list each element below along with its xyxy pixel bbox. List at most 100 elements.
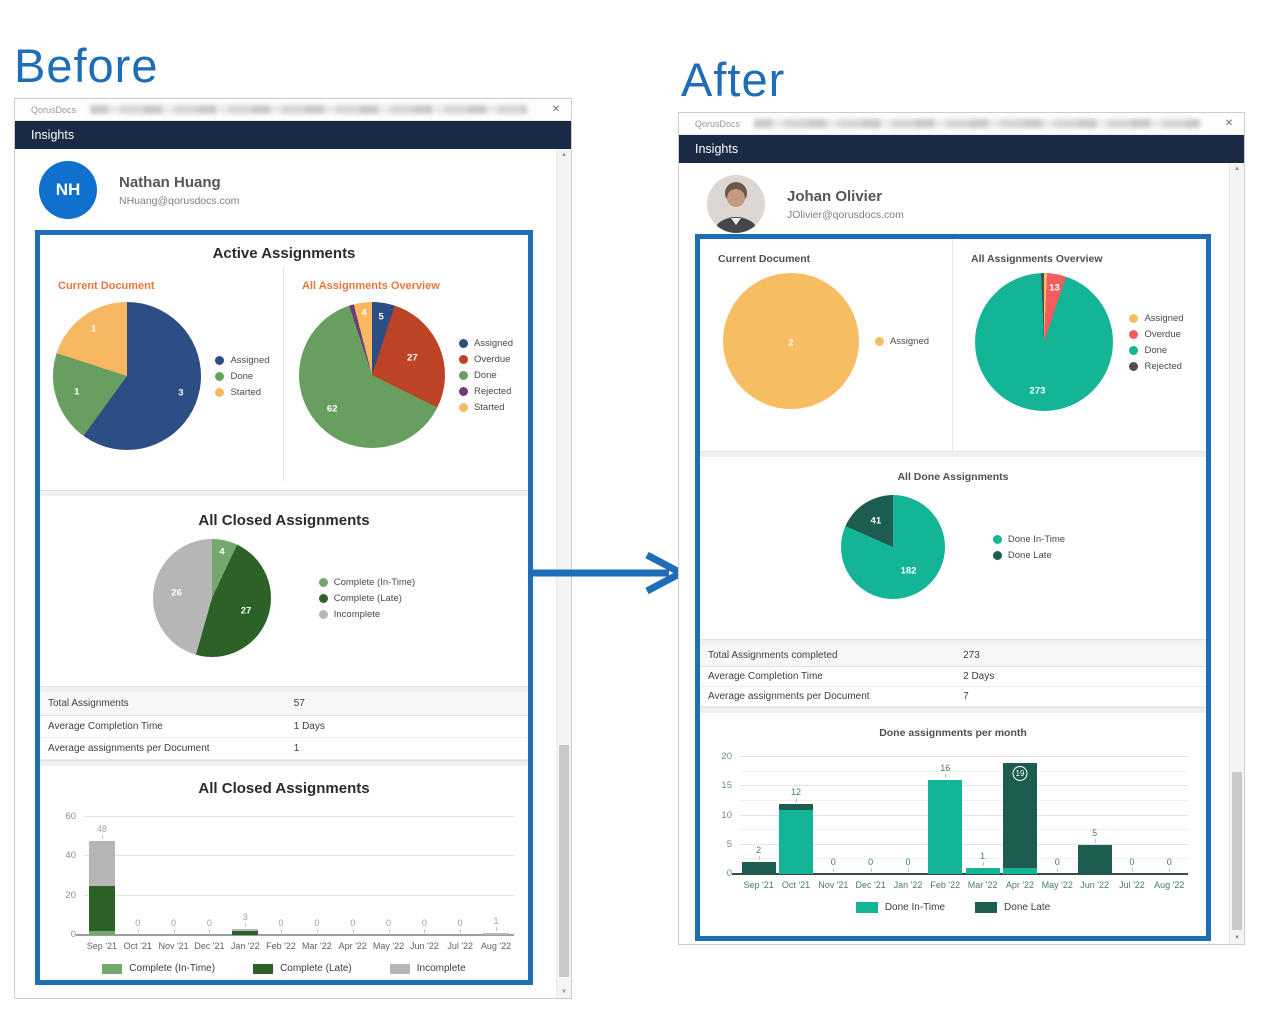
user-info: Johan Olivier JOlivier@qorusdocs.com bbox=[787, 188, 904, 221]
legend-label: Complete (Late) bbox=[280, 963, 352, 974]
scrollbar-thumb[interactable] bbox=[559, 745, 569, 977]
x-axis-label: Mar '22 bbox=[302, 941, 332, 951]
legend-item: Overdue bbox=[458, 353, 513, 365]
x-axis-label: Sep '21 bbox=[743, 880, 774, 890]
all-assignments-panel: All Assignments Overview 5 27 62 4 Assigned… bbox=[284, 266, 528, 481]
bar-value-label: 0 bbox=[905, 857, 911, 867]
section-divider bbox=[700, 707, 1206, 713]
legend-item: Done In-Time bbox=[855, 902, 945, 913]
legend: Assigned Overdue Done Rejected Started bbox=[458, 338, 513, 413]
legend: Complete (In-Time) Complete (Late) Incom… bbox=[40, 963, 528, 974]
legend-label: Done Late bbox=[1007, 549, 1052, 561]
y-tick-label: 15 bbox=[721, 780, 732, 792]
legend: Assigned Done Started bbox=[215, 355, 270, 398]
bar-tick bbox=[424, 929, 426, 933]
bar-column: 19 bbox=[1001, 757, 1038, 874]
scrollbar-thumb[interactable] bbox=[1232, 772, 1242, 930]
assignments-overview-section: Current Document 2 Assigned All Assignme… bbox=[700, 239, 1206, 451]
bar-chart: 0 5 10 15 20 2 12 0 0 0 16 1 19 0 5 0 0 bbox=[721, 751, 1188, 879]
scroll-up-icon[interactable]: ▲ bbox=[1234, 166, 1240, 172]
bar-column: 0 bbox=[406, 817, 442, 935]
legend-swatch bbox=[992, 534, 1002, 544]
before-window: QorusDocs ✕ Insights NH Nathan Huang NHu… bbox=[14, 98, 572, 999]
bar-value-label: 0 bbox=[1129, 857, 1135, 867]
redacted-url bbox=[754, 119, 1200, 128]
legend-label: Overdue bbox=[473, 353, 511, 365]
legend: Complete (In-Time) Complete (Late) Incom… bbox=[318, 577, 415, 620]
scroll-down-icon[interactable]: ▼ bbox=[1234, 935, 1240, 941]
y-tick-label: 5 bbox=[726, 838, 732, 850]
minor-gridline bbox=[740, 770, 1188, 772]
bar-value-label: 0 bbox=[350, 918, 356, 928]
bar-value-label: 16 bbox=[940, 763, 951, 774]
legend-item: Complete (In-Time) bbox=[102, 963, 215, 974]
bar-column: 0 bbox=[852, 757, 889, 874]
before-titlebar: QorusDocs ✕ bbox=[15, 99, 571, 121]
row-label: Total Assignments bbox=[48, 698, 129, 709]
user-row: NH Nathan Huang NHuang@qorusdocs.com bbox=[15, 149, 571, 219]
legend-label: Incomplete bbox=[416, 963, 466, 974]
pie-value-label: 41 bbox=[870, 515, 882, 527]
pie-value-label: 182 bbox=[900, 565, 917, 577]
user-email: JOlivier@qorusdocs.com bbox=[787, 208, 904, 221]
legend-item: Rejected bbox=[458, 386, 513, 397]
row-label: Average Completion Time bbox=[708, 671, 823, 682]
legend-item: Done In-Time bbox=[992, 534, 1065, 545]
bar-segment bbox=[928, 780, 963, 874]
table-row: Average Completion Time 2 Days bbox=[700, 667, 1206, 687]
bar-segment bbox=[965, 868, 1000, 874]
bar-tick bbox=[982, 862, 984, 867]
bar-column: 12 bbox=[777, 757, 814, 874]
all-assignments-panel: All Assignments Overview 13 273 Assigned … bbox=[953, 239, 1206, 451]
legend-swatch bbox=[975, 902, 998, 913]
chart-title: All Assignments Overview bbox=[971, 253, 1103, 265]
close-icon[interactable]: ✕ bbox=[551, 104, 561, 115]
section-title: All Done Assignments bbox=[897, 471, 1009, 483]
bar-segment bbox=[232, 931, 259, 935]
insights-header: Insights bbox=[679, 135, 1244, 163]
bar-column: 0 bbox=[263, 817, 299, 935]
gridline bbox=[84, 855, 514, 857]
x-axis-label: Feb '22 bbox=[930, 880, 961, 890]
legend-swatch bbox=[215, 355, 225, 365]
legend-item: Assigned bbox=[874, 336, 929, 347]
bar-tick bbox=[173, 929, 175, 933]
minor-gridline bbox=[740, 829, 1188, 831]
closed-assignments-section: All Closed Assignments 4 27 26 Complete (I… bbox=[40, 496, 528, 686]
legend-swatch bbox=[1129, 361, 1139, 371]
bar-tick bbox=[1131, 868, 1133, 872]
x-axis-label: Jan '22 bbox=[893, 880, 923, 890]
close-icon[interactable]: ✕ bbox=[1224, 118, 1234, 129]
gridline bbox=[740, 756, 1188, 757]
legend-item: Rejected bbox=[1129, 361, 1183, 372]
row-label: Average assignments per Document bbox=[48, 743, 210, 754]
bar-value-label: 0 bbox=[1166, 857, 1172, 867]
avatar: NH bbox=[39, 161, 97, 219]
x-axis-label: Feb '22 bbox=[266, 941, 296, 951]
bar-tick bbox=[945, 774, 947, 779]
current-document-panel: Current Document 3 1 1 Assigned Done Start… bbox=[40, 266, 284, 481]
x-axis-label: Aug '22 bbox=[1154, 880, 1185, 890]
bar-value-label: 1 bbox=[493, 916, 499, 927]
chart-title: All Assignments Overview bbox=[302, 280, 440, 292]
app-title: QorusDocs bbox=[31, 104, 77, 115]
x-axis-label: Mar '22 bbox=[967, 880, 998, 890]
gridline bbox=[740, 843, 1188, 845]
avatar-photo bbox=[707, 175, 765, 233]
legend-label: Complete (Late) bbox=[333, 592, 402, 604]
section-divider bbox=[700, 639, 1206, 645]
bar-column: 5 bbox=[1076, 757, 1113, 874]
closed-assignments-pie: 4 27 26 bbox=[152, 539, 271, 657]
scrollbar[interactable]: ▲ ▼ bbox=[1229, 163, 1244, 944]
before-report-box: Active Assignments Current Document 3 1 1 … bbox=[35, 230, 533, 985]
legend-item: Assigned bbox=[1129, 313, 1184, 324]
x-axis-label: Jun '22 bbox=[409, 941, 439, 951]
scroll-up-icon[interactable]: ▲ bbox=[561, 152, 567, 158]
scroll-down-icon[interactable]: ▼ bbox=[561, 989, 567, 995]
active-assignments-section: Active Assignments Current Document 3 1 1 … bbox=[40, 235, 528, 490]
bar-value-label: 0 bbox=[457, 918, 463, 928]
y-tick-label: 60 bbox=[65, 811, 76, 822]
x-axis-label: Oct '21 bbox=[123, 941, 152, 951]
summary-table: Total Assignments 57 Average Completion … bbox=[40, 692, 528, 760]
